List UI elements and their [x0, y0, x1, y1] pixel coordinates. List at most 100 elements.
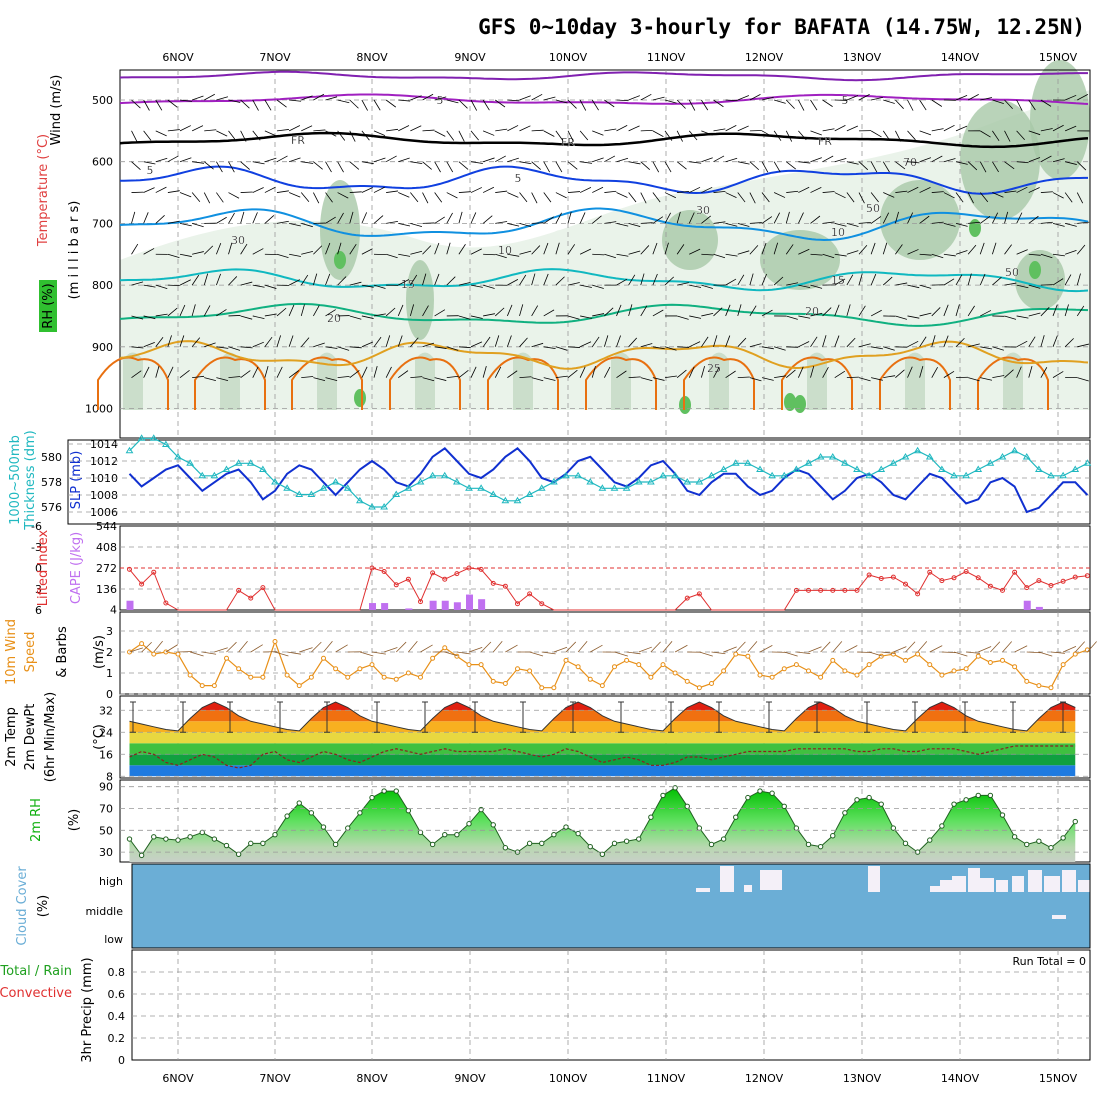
li-point	[951, 575, 957, 581]
wind-barb	[567, 315, 580, 320]
thickness-point	[331, 478, 340, 485]
wind-point	[963, 666, 969, 672]
wind-point	[830, 657, 836, 663]
wind-barb	[555, 130, 564, 141]
wind-barb	[955, 337, 965, 348]
wind-barb	[216, 130, 228, 137]
wind-barb	[931, 366, 938, 378]
ytick-precip: 0	[118, 1054, 125, 1067]
wind-barb	[519, 250, 532, 255]
thickness-point	[246, 459, 255, 466]
wind-barb	[737, 95, 750, 101]
cloud-fill	[132, 864, 1090, 948]
wind-barb	[846, 125, 859, 132]
wind-barb	[349, 161, 360, 170]
wind-barb	[1016, 366, 1022, 378]
li-point	[854, 587, 860, 593]
wind-barb	[1076, 161, 1087, 171]
thickness-point	[355, 496, 364, 504]
li-point	[369, 565, 375, 571]
wind-barb	[131, 281, 144, 286]
wind-point	[939, 672, 945, 678]
series-wind-speed	[129, 639, 1088, 689]
wind-barb	[1064, 94, 1077, 101]
wind-barb	[373, 215, 384, 224]
li-point	[842, 587, 848, 593]
wind-barb	[410, 223, 423, 228]
wind-point	[418, 674, 423, 680]
wind-barb	[349, 191, 362, 193]
temp-band	[129, 754, 1076, 766]
cape-bar	[466, 594, 473, 610]
wind-barb	[155, 284, 168, 289]
ytick-cape: 272	[96, 562, 117, 575]
contour-label: 5	[515, 172, 522, 185]
wind-barb	[1040, 99, 1052, 107]
wind-barb	[1064, 338, 1074, 348]
wind-barb	[337, 346, 350, 351]
wind-barb	[228, 346, 241, 351]
wind-point	[393, 676, 399, 682]
rh-point	[551, 831, 557, 838]
label-2m-rh: 2m RH	[29, 798, 44, 842]
wind-barb	[385, 335, 391, 347]
wind-barb	[676, 161, 687, 170]
wind-barb	[361, 99, 368, 111]
wind-barb	[288, 125, 301, 132]
wind-barb	[1004, 315, 1017, 320]
wind-barb	[725, 278, 737, 286]
wind-barb	[761, 273, 767, 286]
li-point	[939, 578, 945, 584]
wind10-barb	[1050, 651, 1065, 654]
wind-barb	[967, 161, 978, 171]
wind-barb	[955, 125, 968, 132]
wind-barb	[167, 253, 180, 259]
label-10m-wind: 10m Wind	[4, 619, 19, 685]
wind-barb	[155, 186, 167, 193]
wind-barb	[1028, 187, 1040, 193]
wind-barb	[1040, 307, 1050, 317]
wind-barb	[397, 335, 403, 347]
wind-barb	[810, 365, 815, 378]
day-label-top: 7NOV	[259, 51, 291, 64]
wind-barb	[507, 278, 519, 286]
wind-barb	[397, 304, 404, 317]
wind-barb	[1016, 212, 1023, 224]
rh-point	[854, 797, 860, 803]
wind-barb	[1052, 253, 1065, 257]
wind-barb	[931, 335, 936, 347]
wind-barb	[409, 304, 415, 317]
wind-barb	[761, 377, 774, 381]
wind-barb	[276, 129, 289, 132]
wind-barb	[992, 161, 999, 173]
rh-point	[987, 792, 994, 799]
cloud-gap	[868, 866, 880, 892]
wind-barb	[701, 215, 711, 224]
wind-barb	[688, 366, 695, 378]
rh-point	[539, 840, 545, 847]
wind-barb	[313, 161, 323, 170]
wind-barb	[1064, 192, 1073, 203]
wind-barb	[677, 191, 690, 193]
li-point	[927, 569, 933, 575]
rh-point	[623, 838, 630, 844]
li-point	[1060, 578, 1066, 584]
wind-barb	[701, 336, 709, 348]
li-point	[466, 565, 472, 571]
wind-point	[490, 678, 496, 684]
wind10-barb	[141, 641, 152, 653]
wind-barb	[676, 99, 686, 109]
rh-point	[842, 810, 848, 816]
rh-point	[248, 840, 254, 847]
wind-point	[854, 672, 860, 678]
wind-barb	[676, 130, 683, 142]
wind-barb	[337, 130, 346, 141]
series-slp	[128, 446, 1089, 514]
wind-barb	[1052, 278, 1064, 286]
wind-barb	[616, 192, 628, 198]
rh-shade-column	[220, 352, 240, 410]
wind-barb	[543, 192, 552, 203]
wind-barb	[373, 365, 378, 378]
wind-barb	[228, 130, 237, 141]
wind-barb	[252, 130, 261, 141]
